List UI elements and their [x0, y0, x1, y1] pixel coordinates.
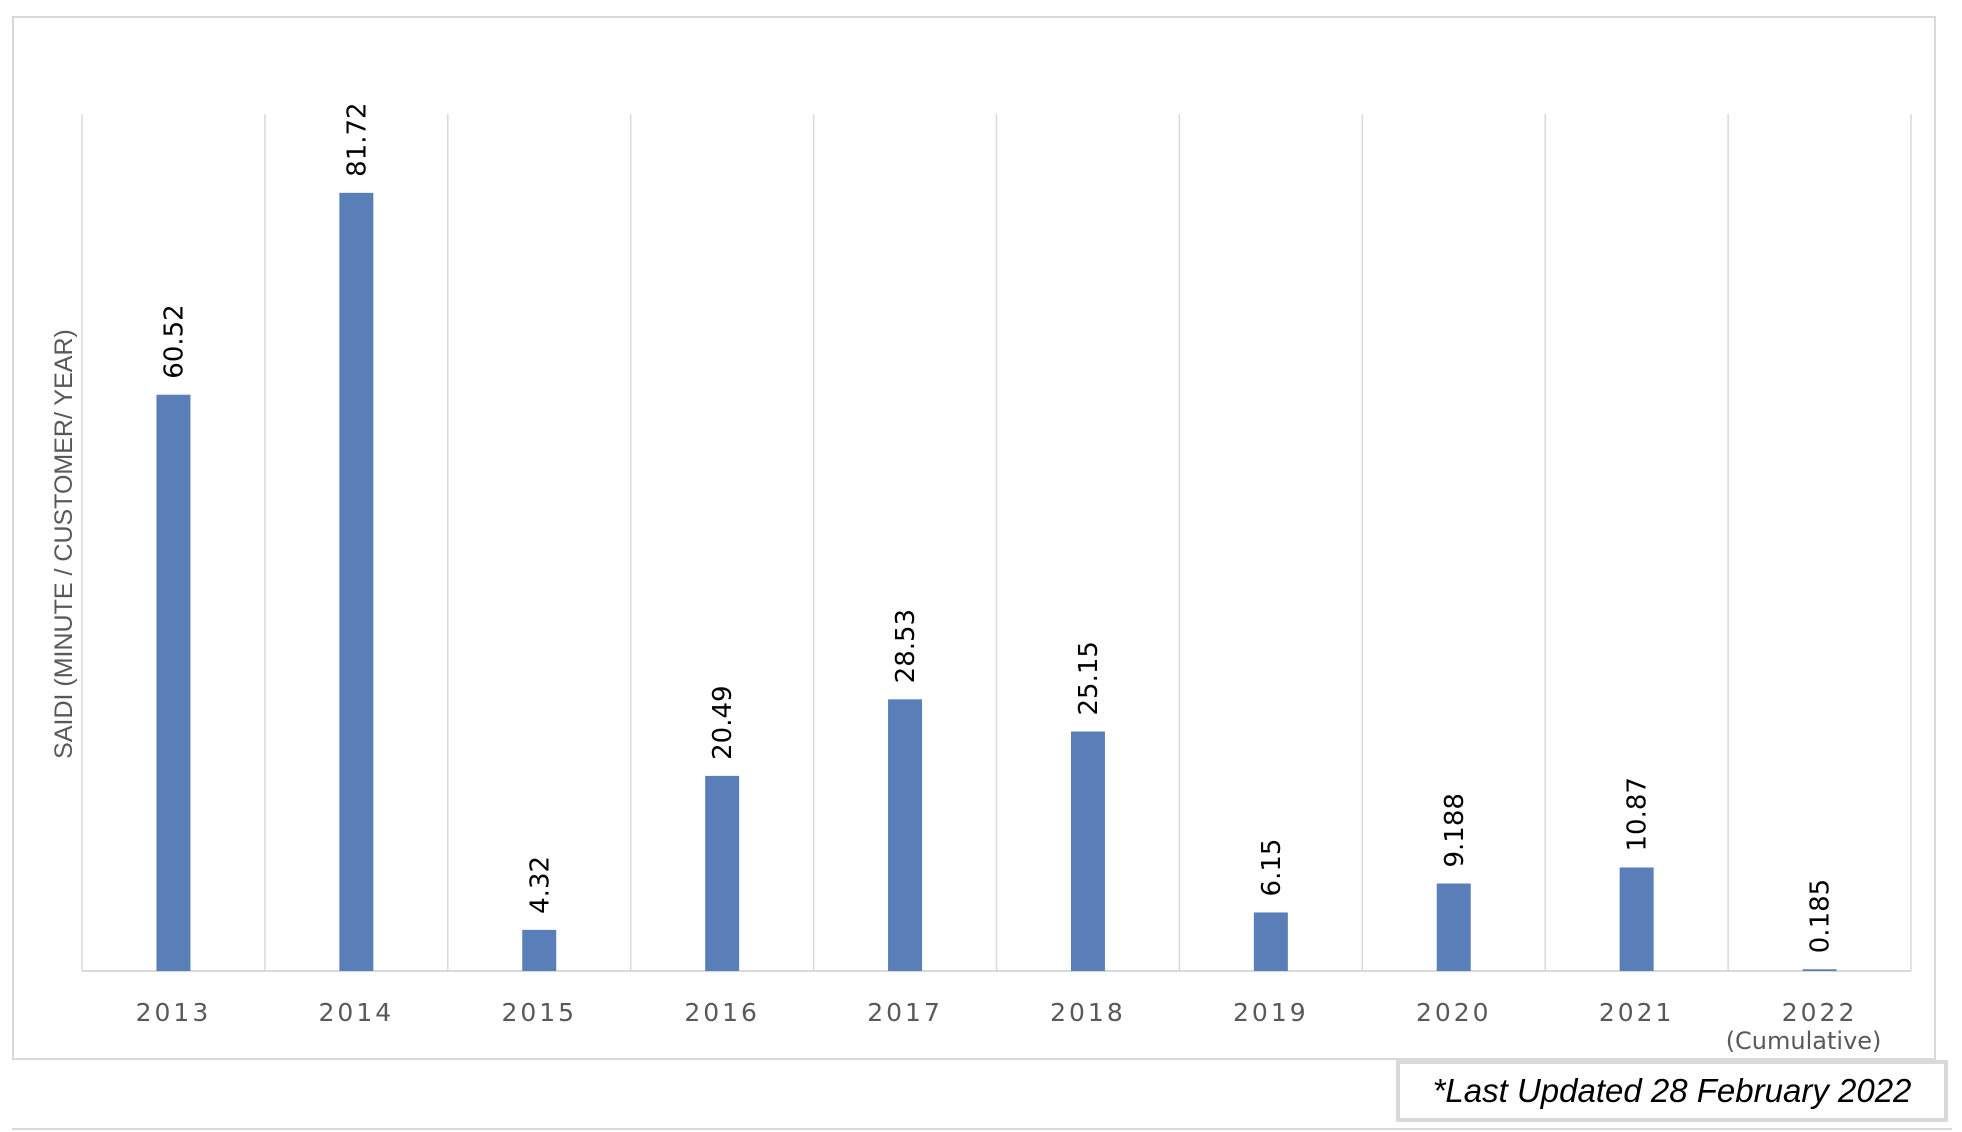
bar-2017 — [888, 699, 923, 971]
value-label: 20.49 — [708, 685, 738, 759]
chart-frame: SAIDI (MINUTE / CUSTOMER/ YEAR) 60.52 201… — [12, 16, 1936, 1060]
value-label: 25.15 — [1074, 641, 1104, 715]
bar-2019 — [1253, 912, 1288, 971]
value-label: 81.72 — [342, 102, 372, 176]
value-label: 10.87 — [1623, 777, 1653, 851]
x-tick-label: 2017 — [867, 998, 943, 1027]
bar-2022 — [1802, 969, 1837, 971]
bar-2021 — [1619, 867, 1654, 971]
last-updated-note: *Last Updated 28 February 2022 — [1432, 1072, 1912, 1109]
x-tick-label: 2016 — [684, 998, 760, 1027]
bar-2018 — [1070, 731, 1105, 971]
bar-2015 — [522, 929, 557, 971]
bar-2020 — [1436, 883, 1471, 971]
bottom-divider — [12, 1128, 1952, 1130]
value-label: 9.188 — [1440, 793, 1470, 867]
bar-chart: SAIDI (MINUTE / CUSTOMER/ YEAR) 60.52 201… — [50, 102, 1912, 1055]
x-tick-label: 2014 — [319, 998, 395, 1027]
x-tick-label: 2020 — [1416, 998, 1492, 1027]
bar-2013 — [156, 394, 191, 972]
bar-2014 — [339, 192, 374, 971]
x-tick-label: 2018 — [1050, 998, 1126, 1027]
x-tick-label: 2015 — [501, 998, 577, 1027]
x-tick-label: 2019 — [1233, 998, 1309, 1027]
y-axis-title: SAIDI (MINUTE / CUSTOMER/ YEAR) — [50, 329, 78, 759]
bar-2016 — [705, 775, 740, 971]
x-tick-label: 2022 — [1782, 998, 1858, 1027]
value-label: 4.32 — [525, 856, 555, 914]
x-tick-label: 2013 — [136, 998, 212, 1027]
x-tick-label: 2021 — [1599, 998, 1675, 1027]
value-label: 0.185 — [1806, 879, 1836, 953]
value-label: 60.52 — [159, 304, 189, 378]
value-label: 6.15 — [1257, 839, 1287, 897]
last-updated-box: *Last Updated 28 February 2022 — [1396, 1060, 1948, 1122]
x-tick-sublabel: (Cumulative) — [1726, 1027, 1882, 1055]
value-label: 28.53 — [891, 609, 921, 683]
